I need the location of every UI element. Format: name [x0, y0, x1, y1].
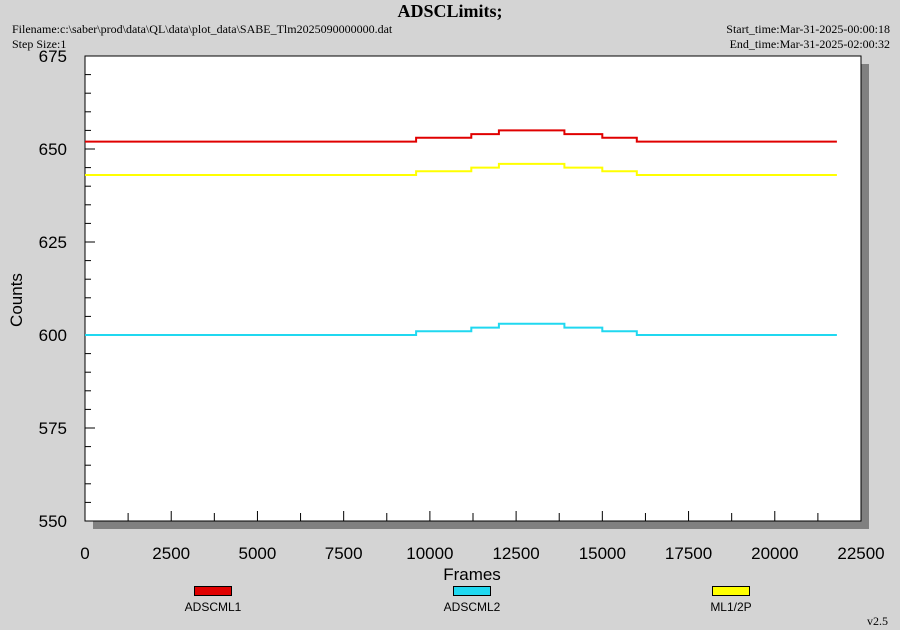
y-tick-label: 675	[39, 47, 67, 66]
legend-label-ml12p: ML1/2P	[710, 600, 752, 614]
y-tick-label: 550	[39, 512, 67, 531]
x-tick-label: 0	[80, 544, 89, 563]
series-line-ml1-2p	[85, 162, 837, 176]
y-axis-label: Counts	[7, 273, 26, 327]
legend-label-adscml2: ADSCML2	[443, 600, 501, 614]
series-line-adscml2	[85, 322, 837, 336]
legend-item-adscml2: ADSCML2	[412, 586, 532, 614]
version-label: v2.5	[867, 614, 888, 628]
legend-swatch-adscml1	[194, 586, 232, 596]
plot-area	[84, 55, 862, 522]
x-tick-label: 5000	[239, 544, 277, 563]
y-tick-label: 575	[39, 419, 67, 438]
y-tick-label: 650	[39, 140, 67, 159]
series-layer	[85, 129, 837, 336]
legend-item-adscml1: ADSCML1	[153, 586, 273, 614]
x-tick-label: 17500	[665, 544, 712, 563]
chart-title: ADSCLimits;	[397, 1, 503, 21]
legend-swatch-adscml2	[453, 586, 491, 596]
x-tick-label: 20000	[751, 544, 798, 563]
x-tick-label: 10000	[406, 544, 453, 563]
x-tick-label: 15000	[579, 544, 626, 563]
legend-swatch-ml12p	[712, 586, 750, 596]
x-tick-label: 2500	[152, 544, 190, 563]
y-tick-label: 600	[39, 326, 67, 345]
x-tick-label: 12500	[492, 544, 539, 563]
tick-labels: 550 575 600 625 650 675 0 2500 5000 7500 10000 1250…	[39, 47, 885, 563]
legend-item-ml12p: ML1/2P	[671, 586, 791, 614]
filename-label: Filename:c:\saber\prod\data\QL\data\plot…	[12, 22, 393, 36]
legend-label-adscml1: ADSCML1	[184, 600, 242, 614]
x-tick-label: 7500	[325, 544, 363, 563]
y-tick-label: 625	[39, 233, 67, 252]
series-line-adscml1	[85, 129, 837, 143]
start-time-label: Start_time:Mar-31-2025-00:00:18	[726, 22, 890, 36]
step-size-label: Step Size:1	[12, 37, 67, 51]
x-axis-label: Frames	[443, 565, 501, 584]
axis-ticks	[84, 55, 862, 522]
x-tick-label: 22500	[837, 544, 884, 563]
end-time-label: End_time:Mar-31-2025-02:00:32	[729, 37, 890, 51]
